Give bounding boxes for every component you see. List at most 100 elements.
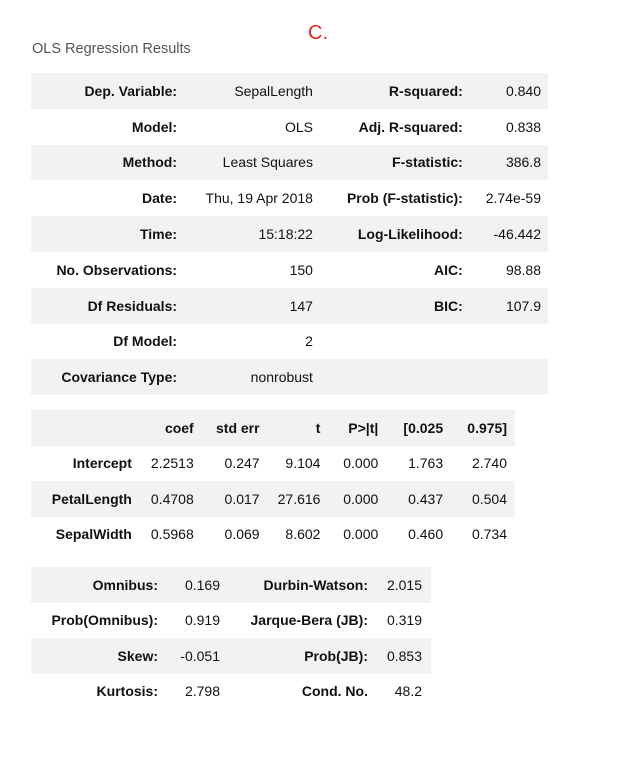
summary-label: Adj. R-squared: — [358, 118, 463, 135]
diagnostic-value: 0.319 — [386, 612, 422, 629]
summary-value: 107.9 — [505, 297, 541, 314]
table-cell: 0.000 — [343, 490, 379, 507]
diagnostic-label: Prob(Omnibus): — [51, 612, 158, 629]
summary-label: Prob (F-statistic): — [346, 190, 463, 207]
diagnostic-value: 0.853 — [386, 647, 422, 664]
summary-value — [463, 359, 548, 395]
table-cell: 2.740 — [471, 455, 507, 472]
summary-label: Covariance Type: — [61, 369, 178, 386]
summary-value: OLS — [284, 118, 313, 135]
table-row: Df Model: 2 — [31, 324, 548, 360]
column-header: 0.975] — [467, 419, 507, 436]
table-row: Kurtosis: 2.798 Cond. No. 48.2 — [31, 674, 431, 710]
diagnostic-label: Skew: — [117, 647, 158, 664]
summary-label — [317, 359, 463, 395]
table-row: Intercept 2.2513 0.247 9.104 0.000 1.763… — [31, 446, 515, 482]
summary-value: 0.838 — [505, 118, 541, 135]
table-cell: 0.5968 — [150, 526, 194, 543]
summary-label: AIC: — [434, 261, 463, 278]
table-cell: 0.069 — [224, 526, 260, 543]
row-label: PetalLength — [51, 490, 132, 507]
summary-label: R-squared: — [388, 82, 463, 99]
table-row: Time: 15:18:22 Log-Likelihood: -46.442 — [31, 216, 548, 252]
table-row: Df Residuals: 147 BIC: 107.9 — [31, 287, 548, 324]
summary-value: 386.8 — [505, 154, 541, 171]
summary-label: Log-Likelihood: — [357, 226, 463, 243]
table-header-row: coef std err t P>|t| [0.025 0.975] — [31, 410, 515, 446]
summary-value — [463, 324, 548, 360]
diagnostic-label: Cond. No. — [301, 683, 368, 700]
summary-value: 0.840 — [505, 82, 541, 99]
table-cell: 27.616 — [277, 490, 321, 507]
table-cell: 0.504 — [471, 490, 507, 507]
summary-value: 150 — [289, 261, 313, 278]
diagnostic-label: Durbin-Watson: — [263, 576, 368, 593]
summary-label — [317, 324, 463, 360]
summary-label: Dep. Variable: — [84, 82, 178, 99]
table-row: SepalWidth 0.5968 0.069 8.602 0.000 0.46… — [31, 517, 515, 553]
summary-value: Thu, 19 Apr 2018 — [205, 190, 313, 207]
summary-label: Date: — [142, 190, 178, 207]
table-row: PetalLength 0.4708 0.017 27.616 0.000 0.… — [31, 481, 515, 517]
table-cell: 0.000 — [343, 526, 379, 543]
table-cell: 9.104 — [285, 455, 321, 472]
table-cell: 0.247 — [224, 455, 260, 472]
row-label: Intercept — [72, 455, 132, 472]
diagnostic-value: 0.169 — [184, 576, 220, 593]
diagnostic-value: 2.798 — [184, 683, 220, 700]
coefficients-table: coef std err t P>|t| [0.025 0.975] Inter… — [31, 410, 515, 552]
table-row: Skew: -0.051 Prob(JB): 0.853 — [31, 638, 431, 674]
diagnostic-value: 2.015 — [386, 576, 422, 593]
diagnostic-label: Kurtosis: — [96, 683, 158, 700]
summary-label: BIC: — [434, 297, 463, 314]
summary-label: Model: — [131, 118, 178, 135]
table-cell: 0.4708 — [150, 490, 194, 507]
table-cell: 0.460 — [408, 526, 444, 543]
column-header: P>|t| — [348, 419, 379, 436]
model-summary-table: Dep. Variable: SepalLength R-squared: 0.… — [31, 73, 548, 396]
table-row: Model: OLS Adj. R-squared: 0.838 — [31, 109, 548, 145]
table-cell: 0.734 — [471, 526, 507, 543]
summary-value: SepalLength — [234, 82, 313, 99]
diagnostics-table: Omnibus: 0.169 Durbin-Watson: 2.015 Prob… — [31, 567, 431, 709]
summary-label: Df Model: — [113, 333, 178, 350]
table-row: Omnibus: 0.169 Durbin-Watson: 2.015 — [31, 567, 431, 603]
table-row: Date: Thu, 19 Apr 2018 Prob (F-statistic… — [31, 180, 548, 216]
diagnostic-value: -0.051 — [180, 647, 220, 664]
summary-value: -46.442 — [493, 226, 541, 243]
diagnostic-label: Jarque-Bera (JB): — [250, 612, 368, 629]
summary-label: Df Residuals: — [87, 297, 178, 314]
summary-value: nonrobust — [250, 369, 313, 386]
table-cell: 1.763 — [408, 455, 444, 472]
summary-value: 147 — [289, 297, 313, 314]
column-header: [0.025 — [403, 419, 444, 436]
table-cell: 0.017 — [224, 490, 260, 507]
table-cell: 0.000 — [343, 455, 379, 472]
summary-value: 2 — [305, 333, 313, 350]
figure-marker: C. — [308, 22, 328, 44]
table-row: Covariance Type: nonrobust — [31, 359, 548, 396]
diagnostic-label: Prob(JB): — [304, 647, 368, 664]
table-caption: OLS Regression Results — [32, 41, 191, 57]
diagnostic-value: 48.2 — [394, 683, 422, 700]
summary-value: 2.74e-59 — [485, 190, 541, 207]
summary-label: Time: — [139, 226, 178, 243]
table-cell: 8.602 — [285, 526, 321, 543]
summary-label: No. Observations: — [56, 261, 178, 278]
column-header: t — [315, 419, 321, 436]
table-row: No. Observations: 150 AIC: 98.88 — [31, 252, 548, 288]
table-cell: 0.437 — [408, 490, 444, 507]
summary-value: 15:18:22 — [258, 226, 313, 243]
table-row: Method: Least Squares F-statistic: 386.8 — [31, 144, 548, 181]
summary-label: Method: — [122, 154, 178, 171]
column-header: coef — [164, 419, 194, 436]
summary-label: F-statistic: — [392, 154, 463, 171]
summary-value: 98.88 — [505, 261, 541, 278]
column-header — [31, 410, 134, 446]
diagnostic-value: 0.919 — [184, 612, 220, 629]
summary-value: Least Squares — [222, 154, 313, 171]
table-row: Dep. Variable: SepalLength R-squared: 0.… — [31, 73, 548, 109]
diagnostic-label: Omnibus: — [92, 576, 158, 593]
column-header: std err — [216, 419, 260, 436]
row-label: SepalWidth — [55, 526, 132, 543]
